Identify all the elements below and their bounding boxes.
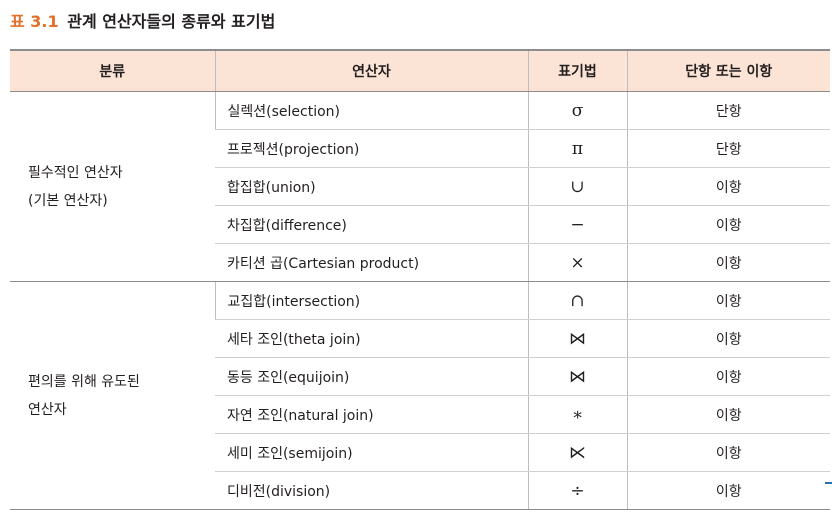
divide-icon: ÷ bbox=[527, 471, 627, 510]
table-title: 관계 연산자들의 종류와 표기법 bbox=[67, 12, 276, 31]
table-row: 동등 조인(equijoin) ⋈ 이항 bbox=[10, 357, 830, 396]
arity-value: 단항 bbox=[626, 129, 830, 168]
semijoin-icon: ⋉ bbox=[527, 433, 627, 472]
intersection-icon: ∩ bbox=[527, 281, 627, 320]
operator-name: 디비전(division) bbox=[215, 471, 528, 510]
table-row: 차집합(difference) − 이항 bbox=[10, 205, 830, 244]
table-row: 세타 조인(theta join) ⋈ 이항 bbox=[10, 319, 830, 358]
table-number: 표 3.1 bbox=[10, 12, 59, 31]
sigma-icon: σ bbox=[527, 91, 627, 130]
minus-icon: − bbox=[527, 205, 627, 244]
union-icon: ∪ bbox=[527, 167, 627, 206]
operator-name: 차집합(difference) bbox=[215, 205, 528, 244]
header-arity: 단항 또는 이항 bbox=[626, 49, 830, 92]
bowtie-icon: ⋈ bbox=[527, 357, 627, 396]
times-icon: × bbox=[527, 243, 627, 282]
table-row: 자연 조인(natural join) ∗ 이항 bbox=[10, 395, 830, 434]
category-label-line: 편의를 위해 유도된 bbox=[28, 373, 140, 390]
operator-name: 카티션 곱(Cartesian product) bbox=[215, 243, 528, 282]
header-category: 분류 bbox=[10, 49, 215, 92]
operator-name: 교집합(intersection) bbox=[214, 281, 528, 320]
pi-icon: π bbox=[527, 129, 627, 168]
page-edge-mark bbox=[825, 482, 832, 484]
operator-name: 자연 조인(natural join) bbox=[215, 395, 528, 434]
operator-name: 세미 조인(semijoin) bbox=[215, 433, 528, 472]
operator-name: 세타 조인(theta join) bbox=[215, 319, 528, 358]
arity-value: 이항 bbox=[626, 167, 830, 206]
arity-value: 이항 bbox=[626, 319, 830, 358]
category-cell-derived: 편의를 위해 유도된 연산자 bbox=[10, 281, 215, 510]
table-caption: 표 3.1 관계 연산자들의 종류와 표기법 bbox=[10, 8, 275, 36]
bowtie-icon: ⋈ bbox=[527, 319, 627, 358]
arity-value: 이항 bbox=[626, 357, 830, 396]
arity-value: 이항 bbox=[626, 433, 830, 472]
table-row: 세미 조인(semijoin) ⋉ 이항 bbox=[10, 433, 830, 472]
category-label-line: 필수적인 연산자 bbox=[28, 164, 123, 181]
table-row: 프로젝션(projection) π 단항 bbox=[10, 129, 830, 168]
operator-name: 동등 조인(equijoin) bbox=[215, 357, 528, 396]
arity-value: 이항 bbox=[626, 281, 830, 320]
table-row: 합집합(union) ∪ 이항 bbox=[10, 167, 830, 206]
operator-name: 합집합(union) bbox=[215, 167, 528, 206]
table-row: 편의를 위해 유도된 연산자 교집합(intersection) ∩ 이항 bbox=[10, 281, 830, 510]
operator-name: 프로젝션(projection) bbox=[215, 129, 528, 168]
category-label-line: (기본 연산자) bbox=[28, 192, 108, 209]
arity-value: 이항 bbox=[626, 395, 830, 434]
operator-name: 실렉션(selection) bbox=[214, 91, 528, 130]
table-row: 필수적인 연산자 (기본 연산자) 실렉션(selection) σ 단항 bbox=[10, 91, 830, 282]
header-row: 분류 연산자 표기법 단항 또는 이항 bbox=[10, 49, 830, 92]
table-row: 카티션 곱(Cartesian product) × 이항 bbox=[10, 243, 830, 282]
arity-value: 이항 bbox=[626, 471, 830, 510]
table-row: 디비전(division) ÷ 이항 bbox=[10, 471, 830, 510]
header-operator: 연산자 bbox=[214, 49, 528, 92]
header-notation: 표기법 bbox=[527, 49, 627, 92]
relational-operators-table: 분류 연산자 표기법 단항 또는 이항 필수적인 연산자 (기본 연산자) 실렉… bbox=[10, 49, 830, 510]
category-cell-basic: 필수적인 연산자 (기본 연산자) bbox=[10, 91, 215, 282]
category-label-line: 연산자 bbox=[28, 401, 67, 418]
asterisk-icon: ∗ bbox=[527, 395, 627, 434]
arity-value: 이항 bbox=[626, 205, 830, 244]
arity-value: 단항 bbox=[626, 91, 830, 130]
arity-value: 이항 bbox=[626, 243, 830, 282]
